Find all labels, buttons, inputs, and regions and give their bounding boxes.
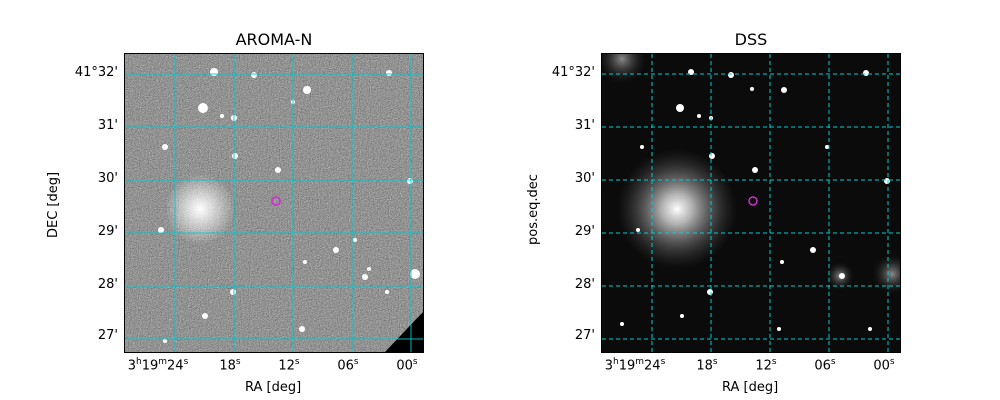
aroma-n-panel: AROMA-N — [46, 30, 424, 395]
x-axis-title: RA [deg] — [722, 380, 779, 395]
dec-tick-label: 31' — [97, 118, 118, 133]
galaxy — [617, 149, 737, 269]
ra-tick-label: 06s — [337, 357, 359, 374]
dec-tick-label: 41°32' — [74, 65, 118, 80]
y-axis-title: DEC [deg] — [46, 171, 61, 238]
dss-image — [601, 53, 901, 353]
ra-tick-label: 18s — [219, 357, 241, 374]
coordinate-grid — [602, 54, 900, 352]
ra-tick-label: 00s — [873, 357, 895, 374]
dec-tick-label: 28' — [97, 277, 118, 292]
y-axis-title: pos.eq.dec — [526, 174, 541, 245]
dec-tick-label: 31' — [574, 118, 595, 133]
coordinate-grid — [125, 54, 423, 352]
ra-tick-label: 3h19m24s — [604, 357, 666, 374]
stars — [620, 69, 890, 331]
panel-title: AROMA-N — [235, 30, 313, 49]
ra-tick-label: 12s — [278, 357, 300, 374]
dec-tick-label: 30' — [97, 171, 118, 186]
dss-panel: DSS — [500, 0, 1000, 400]
ra-tick-label: 06s — [814, 357, 836, 374]
aroma-n-image — [124, 53, 424, 353]
dec-tick-label: 27' — [574, 328, 595, 343]
dec-tick-label: 29' — [574, 224, 595, 239]
ra-tick-label: 18s — [696, 357, 718, 374]
dec-tick-label: 29' — [97, 224, 118, 239]
no-data-corner — [385, 312, 423, 352]
ra-tick-label: 00s — [396, 357, 418, 374]
target-marker — [271, 196, 281, 206]
ra-tick-label: 12s — [755, 357, 777, 374]
dec-tick-label: 41°32' — [551, 65, 595, 80]
dss-sky — [602, 54, 900, 352]
aroma-n-sky — [125, 54, 423, 352]
galaxy — [165, 174, 235, 244]
x-axis-title: RA [deg] — [245, 380, 302, 395]
dec-tick-label: 28' — [574, 277, 595, 292]
ra-tick-label: 3h19m24s — [127, 357, 189, 374]
dec-tick-label: 30' — [574, 171, 595, 186]
target-marker — [748, 196, 758, 206]
dec-tick-label: 27' — [97, 328, 118, 343]
panel-title: DSS — [734, 30, 768, 49]
